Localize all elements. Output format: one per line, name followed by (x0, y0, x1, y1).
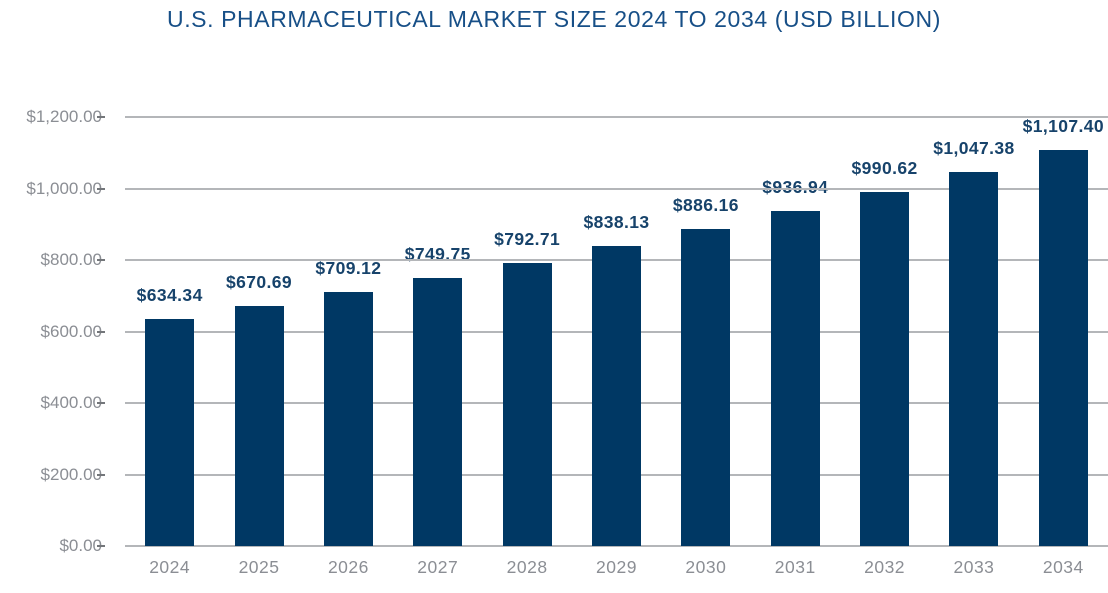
bar (145, 319, 195, 546)
y-axis-tick-label: $1,200.00 (26, 107, 102, 126)
bar-value-label: $670.69 (226, 272, 293, 293)
bar-value-label: $936.94 (762, 177, 829, 198)
bar-value-label: $749.75 (404, 243, 471, 264)
bar (592, 246, 641, 546)
bar (949, 171, 999, 546)
bar-value-label: $1,107.40 (1022, 116, 1105, 137)
bar (413, 277, 463, 546)
bar (1038, 150, 1088, 546)
bar-value-label: $1,047.38 (933, 137, 1015, 158)
x-axis-tick-label: 2030 (685, 557, 727, 577)
gridline (125, 116, 1108, 118)
bar (323, 292, 373, 546)
bar-value-label: $634.34 (136, 285, 203, 306)
x-axis-tick-label: 2025 (238, 557, 280, 577)
bar-value-label: $886.16 (672, 195, 739, 216)
y-axis-tick-label: $400.00 (40, 393, 102, 412)
x-axis-tick-label: 2032 (864, 557, 906, 577)
bar-value-label: $990.62 (851, 157, 918, 178)
y-axis-tick (97, 116, 105, 118)
x-axis-tick-label: 2024 (149, 557, 191, 577)
y-axis-tick-label: $0.00 (59, 536, 102, 555)
y-axis-tick-label: $1,000.00 (26, 178, 102, 198)
y-axis-tick-label: $600.00 (40, 321, 102, 341)
bar (502, 262, 552, 546)
x-axis-tick-label: 2026 (327, 557, 369, 577)
bar (681, 229, 731, 546)
bar-value-label: $709.12 (315, 258, 382, 279)
x-axis-tick-label: 2028 (506, 557, 548, 577)
bar (770, 211, 820, 546)
gridline (125, 545, 1108, 547)
y-axis-tick (97, 402, 105, 404)
x-axis-tick-label: 2033 (953, 557, 995, 577)
x-axis-tick-label: 2027 (417, 557, 459, 577)
y-axis-tick (97, 330, 105, 333)
y-axis-tick (97, 259, 105, 261)
bar (234, 306, 284, 546)
bar-value-label: $792.71 (494, 228, 561, 249)
bar-value-label: $838.13 (583, 212, 650, 233)
y-axis-tick-label: $200.00 (40, 464, 102, 484)
x-axis-tick-label: 2029 (596, 557, 637, 577)
x-axis-tick-label: 2031 (774, 557, 816, 577)
y-axis-tick-label: $800.00 (40, 250, 102, 269)
y-axis-tick (97, 473, 105, 476)
x-axis-tick-label: 2034 (1042, 557, 1084, 577)
y-axis-tick (97, 187, 105, 190)
y-axis-tick (97, 545, 105, 547)
bar (860, 191, 910, 546)
chart-title: U.S. PHARMACEUTICAL MARKET SIZE 2024 TO … (166, 6, 941, 32)
gridline (125, 187, 1108, 190)
